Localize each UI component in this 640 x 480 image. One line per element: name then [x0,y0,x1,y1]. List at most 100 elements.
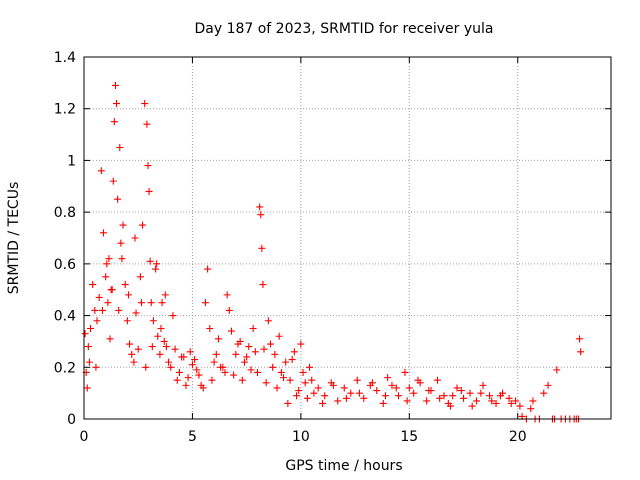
data-point [217,363,225,371]
data-point [206,325,214,332]
data-point [310,389,318,397]
data-point [158,299,166,307]
data-point [162,343,170,351]
data-point [156,350,164,358]
data-point [100,229,108,237]
data-point [355,389,363,397]
data-point [384,374,392,382]
data-point [486,392,494,400]
data-point [132,309,140,317]
data-point [368,379,376,387]
data-point [204,265,212,273]
data-point [453,384,461,392]
x-tick-label: 0 [80,429,89,445]
data-point [303,394,311,402]
data-point [195,371,203,379]
data-point [92,363,100,371]
data-point [147,299,155,307]
data-point [544,381,552,389]
data-point [460,394,468,402]
data-point [83,384,91,392]
data-point [210,358,218,366]
data-point [111,81,119,89]
data-point [414,376,422,384]
data-point [251,348,259,356]
x-tick-label: 15 [400,429,418,445]
data-point [379,399,387,407]
data-point [423,397,431,405]
data-point [149,317,157,325]
data-point [496,392,504,400]
data-point [91,306,99,314]
data-point [264,317,272,325]
data-point [257,211,265,219]
y-tick-label: 0.2 [54,360,76,376]
data-point [457,387,465,395]
data-point [271,350,279,358]
data-point [161,291,169,299]
data-point [95,293,103,301]
data-point [392,384,400,392]
data-point [115,306,123,314]
data-point [394,392,402,400]
data-point [286,376,294,384]
data-point [234,340,242,348]
data-point [173,376,181,384]
data-point [314,384,322,392]
data-point [321,392,329,400]
data-point [85,358,93,366]
data-point [277,368,285,376]
data-point [212,350,220,358]
data-point [319,399,327,407]
data-point [137,299,145,307]
data-point [169,312,177,320]
data-point [145,187,153,195]
data-point [256,203,264,211]
data-point [175,368,183,376]
data-point [116,144,124,151]
data-point [117,239,125,247]
data-point [282,358,290,366]
y-tick-labels: 0 0.2 0.4 0.6 0.8 1 1.2 1.4 [54,50,76,428]
data-point [199,384,207,392]
data-point [529,397,537,405]
data-point [178,353,186,361]
data-point [106,335,114,343]
data-point [434,376,442,384]
data-point [105,255,113,263]
data-point [81,330,89,338]
data-point [113,100,121,108]
y-tick-label: 1 [67,153,76,169]
data-point [576,335,584,343]
data-point [269,363,277,371]
data-point [114,195,122,203]
data-point [334,397,342,405]
data-point [512,397,520,405]
data-point [245,343,253,351]
data-point [353,376,361,384]
data-point [403,397,411,405]
gridlines [84,57,611,419]
data-point [262,379,270,387]
data-point [267,340,275,348]
data-point [160,337,168,345]
data-point [165,358,173,366]
data-point [527,405,535,413]
data-point [184,374,192,382]
data-point [280,374,288,382]
data-point [507,399,515,407]
data-point [97,167,105,175]
data-point [104,299,112,307]
data-point [98,306,106,314]
data-point [449,392,457,400]
data-point [468,402,476,410]
data-point [516,402,524,410]
data-point [87,325,95,332]
data-point [152,265,160,273]
data-point [553,366,561,374]
data-point [121,281,129,289]
data-point [153,260,161,268]
data-point [466,389,474,397]
data-point [405,384,413,392]
data-point [141,100,149,108]
